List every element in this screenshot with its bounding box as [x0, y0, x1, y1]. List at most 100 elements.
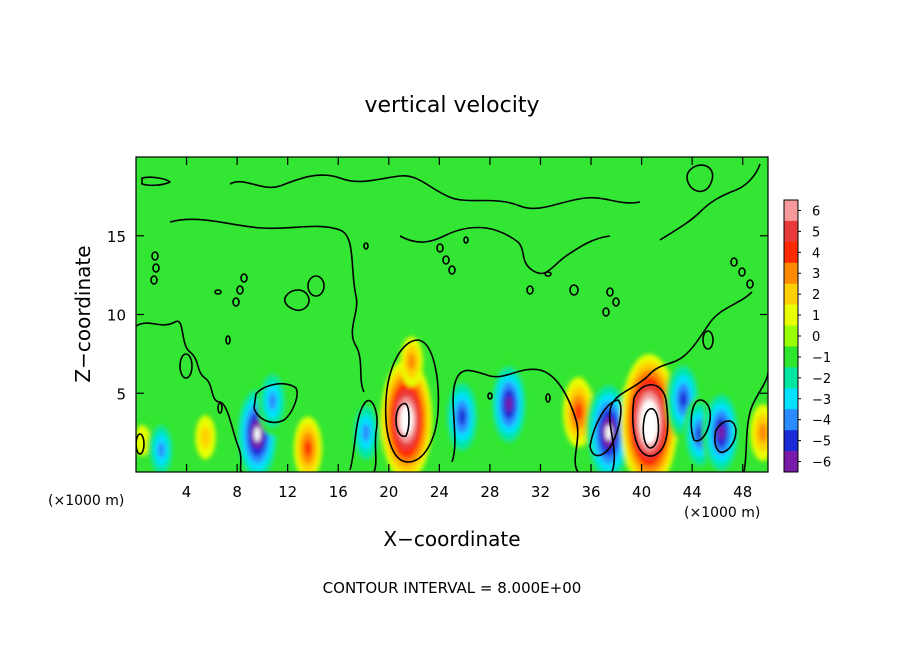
colorbar-tick-label: 4 — [812, 246, 820, 261]
contour-line — [632, 383, 669, 457]
contour-line — [229, 174, 641, 210]
colorbar-tick-label: 3 — [812, 267, 820, 282]
contour-line — [686, 164, 714, 193]
colorbar-swatch — [784, 200, 798, 222]
colorbar-swatch — [784, 430, 798, 452]
velocity-level — [407, 353, 416, 371]
contour-line — [217, 402, 223, 414]
downdraft-cell — [701, 387, 741, 472]
contour-line — [746, 279, 754, 289]
contour-line — [730, 257, 738, 267]
velocity-level — [679, 391, 687, 408]
contour-line — [714, 420, 737, 454]
velocity-level — [758, 423, 768, 443]
downdraft-cell — [235, 382, 280, 472]
colorbar-tick-label: −5 — [812, 435, 831, 450]
colorbar-tick-label: 5 — [812, 225, 820, 240]
velocity-level — [268, 392, 277, 410]
contour-line — [169, 218, 365, 393]
contour-line — [399, 226, 611, 275]
velocity-level — [304, 440, 312, 457]
downdraft-cell — [444, 375, 481, 459]
contour-line — [738, 267, 746, 277]
downdraft-cell — [147, 418, 176, 472]
colorbar-swatch — [784, 262, 798, 284]
contour-line — [442, 255, 450, 265]
contour-line — [253, 382, 298, 424]
x-tick-label: 44 — [683, 483, 702, 501]
updraft-cell — [380, 359, 433, 472]
colorbar-tick-label: −4 — [812, 414, 831, 429]
colorbar-swatch — [784, 241, 798, 264]
contour-line — [589, 399, 622, 457]
colorbar-tick-label: 0 — [812, 330, 820, 345]
colorbar-swatch — [784, 346, 798, 368]
updraft-cell — [195, 415, 216, 460]
contour-line — [545, 393, 551, 403]
velocity-level — [362, 423, 370, 442]
contour-line — [544, 271, 552, 277]
contour-line — [363, 242, 369, 250]
x-tick-label: 20 — [379, 483, 398, 501]
contour-line — [436, 243, 444, 253]
contour-line — [395, 402, 410, 438]
x-tick-label: 40 — [632, 483, 651, 501]
x-unit-right: (×1000 m) — [684, 505, 760, 521]
downdraft-cell — [585, 378, 632, 472]
x-tick-label: 12 — [278, 483, 297, 501]
colorbar-swatch — [784, 409, 798, 431]
x-unit-left: (×1000 m) — [48, 493, 124, 509]
downdraft-cell — [489, 359, 529, 450]
downdraft-cell — [350, 397, 382, 468]
colorbar-swatch — [784, 283, 798, 305]
colorbar-swatch — [784, 220, 798, 243]
contour-line — [606, 287, 614, 297]
contour-line — [141, 176, 171, 187]
y-tick-label: 15 — [107, 228, 126, 246]
contour-line — [307, 275, 325, 297]
updraft-cell — [400, 336, 424, 388]
contour-line — [612, 297, 620, 307]
y-axis: 5 10 15 — [107, 228, 768, 403]
colorbar-tick-label: −1 — [812, 351, 831, 366]
contour-line — [283, 289, 310, 312]
contour-line — [349, 399, 378, 472]
x-tick-label: 24 — [430, 483, 449, 501]
colorbar-tick-label: −2 — [812, 372, 831, 387]
contour-line — [690, 399, 712, 442]
contour-line — [152, 263, 160, 273]
x-tick-label: 32 — [531, 483, 550, 501]
contour-line — [136, 433, 145, 455]
y-axis-label: Z−coordinate — [71, 245, 95, 382]
contour-line — [659, 163, 761, 241]
velocity-level — [574, 403, 583, 421]
contour-line — [240, 273, 248, 283]
contour-line — [569, 284, 579, 296]
contour-line — [214, 289, 222, 295]
colorbar-swatch — [784, 325, 798, 347]
colorbar-tick-label: 1 — [812, 309, 820, 324]
colorbar-swatch — [784, 388, 798, 410]
colorbar-tick-label: −3 — [812, 393, 831, 408]
velocity-level — [505, 396, 513, 412]
x-tick-label: 36 — [581, 483, 600, 501]
y-tick-label: 5 — [116, 385, 126, 403]
downdraft-cell — [257, 366, 288, 437]
contour-line — [236, 285, 244, 295]
contour-line — [151, 251, 159, 261]
colorbar-swatch — [784, 451, 798, 473]
contour-line — [463, 236, 469, 244]
colorbar-tick-label: −6 — [812, 456, 831, 471]
chart-title: vertical velocity — [364, 93, 539, 118]
x-tick-label: 28 — [480, 483, 499, 501]
colorbar-tick-label: 2 — [812, 288, 820, 303]
velocity-level — [200, 426, 211, 449]
contour-line — [150, 275, 158, 285]
updraft-cell — [293, 416, 322, 472]
colorbar-tick-label: 6 — [812, 204, 820, 219]
velocity-level — [157, 442, 165, 458]
contour-line — [608, 291, 753, 472]
x-axis: 4 8 12 16 20 24 28 32 36 40 44 48 — [182, 157, 752, 501]
contour-line — [602, 307, 610, 317]
